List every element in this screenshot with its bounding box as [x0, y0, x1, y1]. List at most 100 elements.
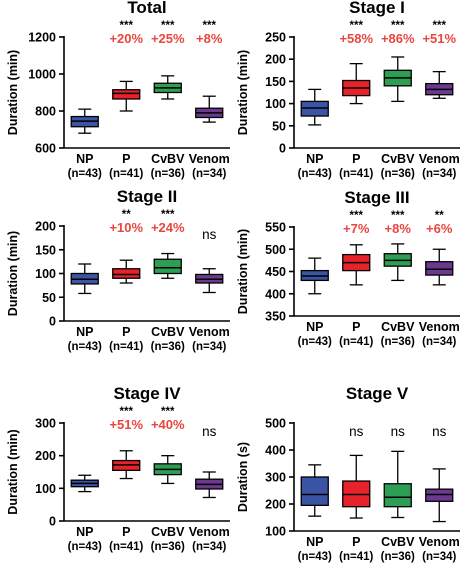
n-label: (n=41) — [109, 541, 143, 553]
category-label: NP — [76, 525, 93, 539]
y-tick-label: 500 — [265, 243, 286, 257]
category-label: P — [352, 535, 360, 549]
n-label: (n=41) — [339, 336, 373, 348]
n-label: (n=41) — [339, 551, 373, 563]
box-np — [300, 257, 329, 295]
significance-label: *** — [120, 406, 134, 418]
panel-title: Stage I — [349, 0, 405, 17]
y-tick-label: 250 — [265, 31, 286, 45]
category-label: NP — [76, 325, 93, 339]
percent-change-label: +20% — [109, 31, 143, 46]
y-tick-label: 500 — [265, 417, 286, 431]
n-label: (n=34) — [422, 551, 456, 563]
panel-1: Total Duration (min) 600 800 1000 1200 NP (n=43… — [6, 0, 230, 180]
percent-change-label: +7% — [343, 221, 370, 236]
significance-label: ns — [391, 424, 406, 439]
category-label: CvBV — [151, 152, 185, 166]
n-label: (n=43) — [298, 336, 332, 348]
n-label: (n=41) — [109, 341, 143, 353]
y-tick-label: 400 — [265, 444, 286, 458]
significance-label: *** — [120, 20, 134, 32]
significance-label: *** — [391, 210, 405, 222]
box-venom — [425, 70, 454, 99]
significance-label: ns — [349, 424, 364, 439]
box-p — [112, 450, 141, 480]
y-tick-label: 150 — [265, 75, 286, 89]
y-tick-label: 300 — [265, 471, 286, 485]
y-tick-label: 800 — [35, 105, 56, 119]
y-tick-label: 550 — [265, 221, 286, 235]
box-body — [153, 258, 182, 275]
y-axis-label: Duration (min) — [236, 229, 250, 314]
category-label: P — [122, 325, 130, 339]
percent-change-label: +24% — [151, 220, 185, 235]
n-label: (n=36) — [151, 168, 185, 180]
percent-change-label: +10% — [109, 220, 143, 235]
y-tick-label: 200 — [265, 498, 286, 512]
category-label: NP — [76, 152, 93, 166]
category-label: P — [122, 525, 130, 539]
y-tick-label: 0 — [49, 515, 56, 529]
n-label: (n=41) — [109, 168, 143, 180]
panel-6: Stage V Duration (s) 100 200 300 400 500 NP (n=4… — [236, 384, 460, 563]
n-label: (n=43) — [68, 541, 102, 553]
panel-title: Stage II — [117, 187, 177, 206]
category-label: Venom — [419, 535, 460, 549]
box-cvbv — [383, 450, 412, 519]
panel-5: Stage IV Duration (min) 0 100 200 300 NP (n=43)… — [6, 384, 230, 553]
category-label: P — [352, 152, 360, 166]
category-label: CvBV — [381, 152, 415, 166]
y-tick-label: 200 — [35, 220, 56, 234]
n-label: (n=36) — [381, 168, 415, 180]
y-tick-label: 0 — [279, 142, 286, 156]
panel-3: Stage II Duration (min) 0 50 100 150 200 NP (n=4… — [6, 187, 230, 353]
n-label: (n=34) — [192, 541, 226, 553]
significance-label: *** — [161, 209, 175, 221]
box-body — [425, 261, 454, 276]
box-p — [342, 62, 371, 105]
panel-4: Stage III Duration (min) 350 400 450 500 550 NP… — [236, 188, 460, 348]
n-label: (n=34) — [192, 341, 226, 353]
panel-title: Stage IV — [113, 384, 181, 403]
n-label: (n=41) — [339, 168, 373, 180]
y-axis-label: Duration (min) — [236, 50, 250, 135]
y-tick-label: 100 — [265, 525, 286, 539]
panel-title: Stage III — [344, 188, 409, 207]
box-cvbv — [153, 455, 182, 485]
y-axis-label: Duration (s) — [236, 442, 250, 512]
box-cvbv — [153, 75, 182, 100]
box-body — [300, 476, 329, 507]
box-p — [112, 80, 141, 112]
box-p — [342, 244, 371, 286]
y-tick-label: 100 — [265, 97, 286, 111]
box-cvbv — [383, 56, 412, 103]
y-tick-label: 100 — [35, 482, 56, 496]
box-body — [383, 483, 412, 508]
percent-change-label: +40% — [151, 417, 185, 432]
percent-change-label: +25% — [151, 31, 185, 46]
panel-title: Total — [127, 0, 166, 17]
y-tick-label: 100 — [35, 267, 56, 281]
box-p — [112, 259, 141, 284]
y-tick-label: 1200 — [28, 31, 56, 45]
category-label: CvBV — [151, 525, 185, 539]
category-label: NP — [306, 320, 323, 334]
category-label: P — [352, 320, 360, 334]
significance-label: *** — [350, 210, 364, 222]
category-label: Venom — [189, 325, 230, 339]
significance-label: ns — [202, 227, 217, 242]
y-tick-label: 350 — [265, 310, 286, 324]
percent-change-label: +8% — [385, 221, 412, 236]
box-venom — [425, 468, 454, 523]
category-label: Venom — [419, 320, 460, 334]
panel-2: Stage I Duration (min) 0 50 100 150 200 250 NP (n… — [236, 0, 460, 180]
significance-label: ns — [432, 424, 447, 439]
y-tick-label: 1000 — [28, 68, 56, 82]
n-label: (n=36) — [151, 341, 185, 353]
y-axis-label: Duration (min) — [6, 231, 20, 316]
y-tick-label: 200 — [265, 53, 286, 67]
y-tick-label: 0 — [49, 315, 56, 329]
percent-change-label: +51% — [422, 31, 456, 46]
significance-label: *** — [161, 20, 175, 32]
